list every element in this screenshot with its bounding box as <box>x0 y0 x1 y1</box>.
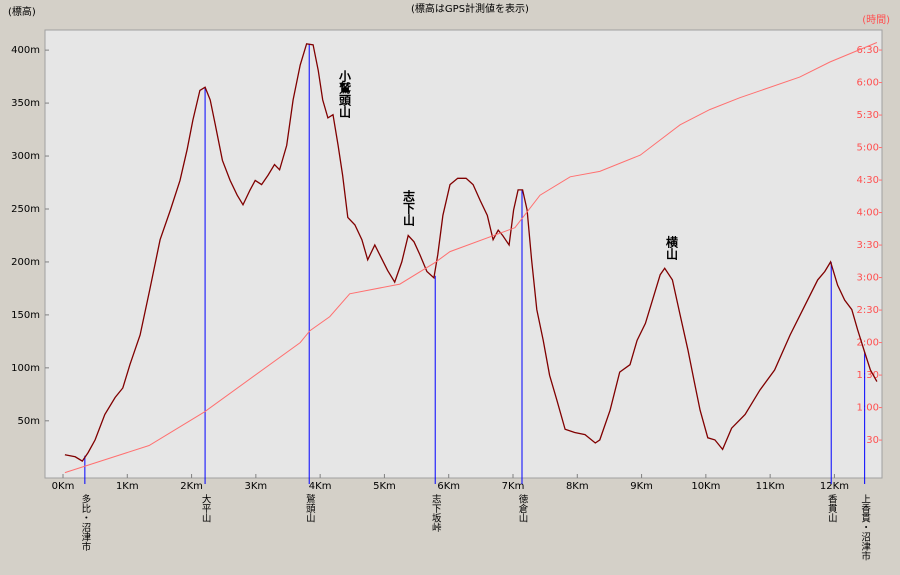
elevation-line <box>64 43 878 462</box>
x-tick-label: 11Km <box>756 481 785 492</box>
x-tick-label: 2Km <box>180 481 203 492</box>
x-tick-label: 0Km <box>52 481 75 492</box>
y2-tick-label: 1:00 <box>857 403 879 414</box>
y2-tick-label: 2:00 <box>857 338 879 349</box>
x-tick-label: 7Km <box>502 481 525 492</box>
y2-tick-label: 3:00 <box>857 273 879 284</box>
landmark-label: 徳倉山 <box>517 493 529 522</box>
peak-annotation: 志下山 <box>402 189 416 227</box>
landmark-label: 志下坂峠 <box>430 493 442 533</box>
peak-annotation: 横山 <box>665 235 679 261</box>
y-tick-label: 300m <box>11 151 40 162</box>
x-tick-label: 10Km <box>691 481 720 492</box>
x-tick-label: 1Km <box>116 481 139 492</box>
y2-tick-label: 2:30 <box>857 305 879 316</box>
landmark-label: 香貫山 <box>826 494 838 523</box>
y-tick-label: 50m <box>18 416 40 427</box>
chart-title: (標高はGPS計測値を表示) <box>411 2 529 15</box>
plot-area <box>44 29 883 479</box>
y2-tick-label: 6:00 <box>857 78 879 89</box>
y2-tick-label: 4:30 <box>857 175 879 186</box>
y2-axis-label: (時間) <box>862 14 890 26</box>
y-axis-label: (標高) <box>8 5 36 18</box>
time-line <box>64 42 878 474</box>
landmark-label: 上香貫・沼津市 <box>859 494 871 561</box>
y-tick-label: 250m <box>11 204 40 215</box>
landmark-label: 大平山 <box>200 493 212 522</box>
x-tick-label: 5Km <box>373 481 396 492</box>
y-tick-label: 100m <box>11 363 40 374</box>
y2-tick-label: 5:30 <box>857 110 879 121</box>
y-tick-label: 150m <box>11 310 40 321</box>
x-tick-label: 6Km <box>437 481 460 492</box>
y2-tick-label: 5:00 <box>857 143 879 154</box>
y2-tick-label: 6:30 <box>857 45 879 56</box>
y2-tick-label: 1:30 <box>857 370 879 381</box>
x-tick-label: 8Km <box>566 481 589 492</box>
y2-tick-label: 4:00 <box>857 208 879 219</box>
y-tick-label: 400m <box>11 45 40 56</box>
peak-annotation: 小鷲頭山 <box>338 69 352 119</box>
y-tick-label: 200m <box>11 257 40 268</box>
landmark-label: 多比・沼津市 <box>79 493 91 552</box>
y-tick-label: 350m <box>11 98 40 109</box>
landmark-label: 鷲頭山 <box>304 493 316 522</box>
x-tick-label: 3Km <box>245 481 268 492</box>
y2-tick-label: 3:30 <box>857 240 879 251</box>
y2-tick-label: 30 <box>866 435 879 446</box>
x-tick-label: 9Km <box>630 481 653 492</box>
x-tick-label: 12Km <box>820 481 849 492</box>
x-tick-label: 4Km <box>309 481 332 492</box>
